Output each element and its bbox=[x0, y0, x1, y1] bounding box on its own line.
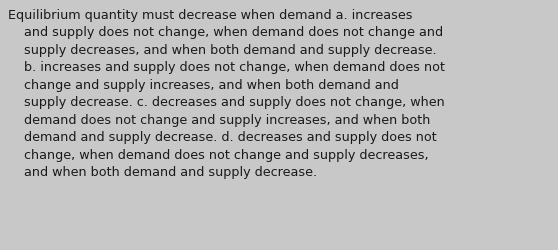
Text: Equilibrium quantity must decrease when demand a. increases
    and supply does : Equilibrium quantity must decrease when … bbox=[8, 9, 445, 178]
